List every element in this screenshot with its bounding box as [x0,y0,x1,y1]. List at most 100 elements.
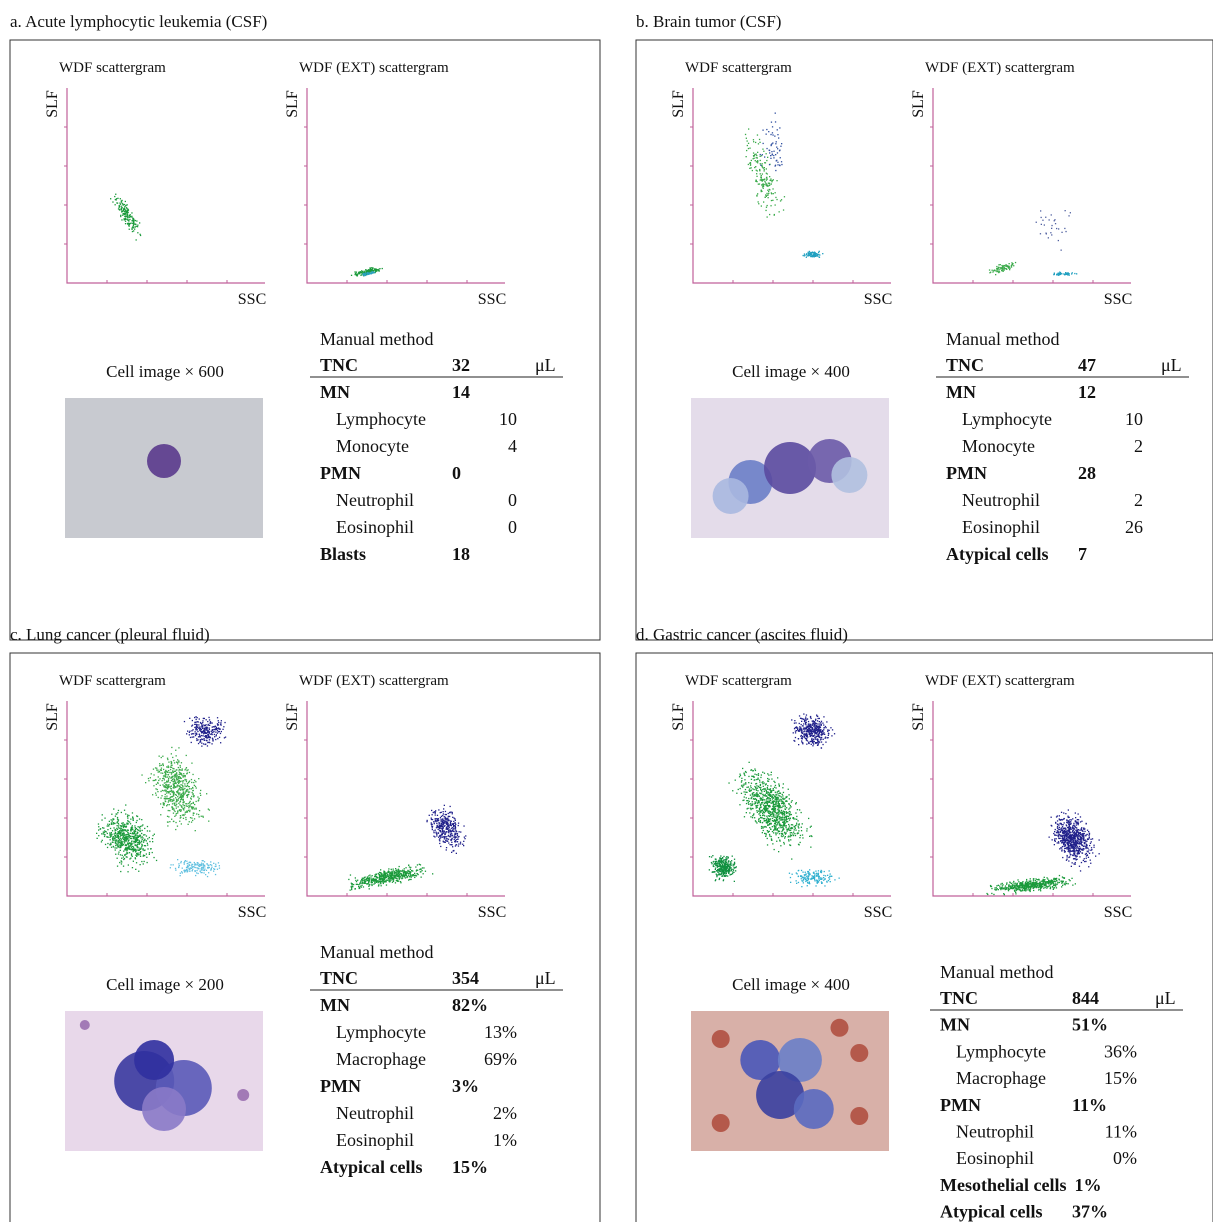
scatter-dot [1056,274,1057,275]
scatter-dot [197,724,198,725]
scatter-dot [775,170,776,171]
scatter-dot [385,875,386,876]
scatter-dot [135,869,136,870]
scatter-dot [112,842,113,843]
scatter-dot [822,253,823,254]
scatter-dot [779,805,780,806]
scatter-dot [159,763,160,764]
scatter-dot [132,867,133,868]
row-value: 32 [452,355,470,375]
scatter-dot [761,205,762,206]
scatter-dot [181,805,182,806]
scatter-dot [715,879,716,880]
scatter-dot [219,737,220,738]
scatter-dot [756,157,757,158]
scatter-dot [119,205,120,206]
row-value: 354 [452,968,479,988]
scatter-dot [205,729,206,730]
scatter-dot [741,793,742,794]
scatter-dot [209,739,210,740]
scatter-dot [817,745,818,746]
scatter-dot [775,113,776,114]
scatter-dot [141,841,142,842]
scatter-dot [775,197,776,198]
scatter-dot [149,852,150,853]
scatter-dot [1054,273,1055,274]
scatter-dot [129,229,130,230]
scatter-dot [198,868,199,869]
scatter-dot [781,803,782,804]
scatter-dot [166,805,167,806]
scatter-dot [811,730,812,731]
scatter-dot [114,823,115,824]
scatter-dot [810,847,811,848]
scatter-dot [372,273,373,274]
scatter-dot [735,867,736,868]
scatter-dot [173,798,174,799]
scatter-dot [717,867,718,868]
scatter-dot [379,872,380,873]
scatter-dot [128,844,129,845]
scatter-dot [203,733,204,734]
scatter-dot [797,820,798,821]
scatter-dot [810,718,811,719]
scatter-dot [803,723,804,724]
scatter-dot [183,818,184,819]
scatter-dot [118,826,119,827]
scatter-dot [789,804,790,805]
scatter-dot [443,836,444,837]
scatter-dot [218,724,219,725]
scatter-dot [755,802,756,803]
scatter-dot [187,806,188,807]
scatter-dot [369,884,370,885]
scatter-dot [769,150,770,151]
axes [933,88,1131,283]
scatter-dot [761,826,762,827]
scatter-dot [208,730,209,731]
x-axis-label: SSC [478,904,506,921]
scatter-dot [819,733,820,734]
scatter-dot [165,782,166,783]
scatter-dot [96,833,97,834]
row-value: 2 [1134,436,1143,456]
row-label: PMN [320,463,361,483]
scatter-dot [791,814,792,815]
scatter-dot [187,869,188,870]
scatter-dot [160,772,161,773]
scatter-dot [182,868,183,869]
scatter-dot [781,799,782,800]
scatter-dot [168,810,169,811]
scatter-dot [106,831,107,832]
scatter-dot [786,821,787,822]
scatter-dot [1015,262,1016,263]
scatter-dot [209,727,210,728]
scatter-dot [119,209,120,210]
scatter-dot [823,739,824,740]
scatter-dot [726,873,727,874]
scatter-dot [121,812,122,813]
scatter-dot [767,808,768,809]
scatter-dot [135,858,136,859]
scatter-dot [435,812,436,813]
scatter-dot [762,826,763,827]
scatter-dot [393,869,394,870]
scatter-dot [405,872,406,873]
scatter-dot [410,879,411,880]
scatter-dot [800,728,801,729]
scatter-dot [834,733,835,734]
scatter-dot [127,814,128,815]
scatter-dot [114,196,115,197]
scatter-dot [141,847,142,848]
scatter-dot [180,873,181,874]
scatter-dot [182,872,183,873]
scatter-dot [1013,265,1014,266]
scatter-dot [175,829,176,830]
scatter-dot [178,782,179,783]
scatter-dot [367,880,368,881]
scatter-dot [365,271,366,272]
scatter-dot [125,813,126,814]
scatter-dot [1011,265,1012,266]
scatter-dot [760,804,761,805]
scatter-dot [722,871,723,872]
scatter-dot [128,833,129,834]
